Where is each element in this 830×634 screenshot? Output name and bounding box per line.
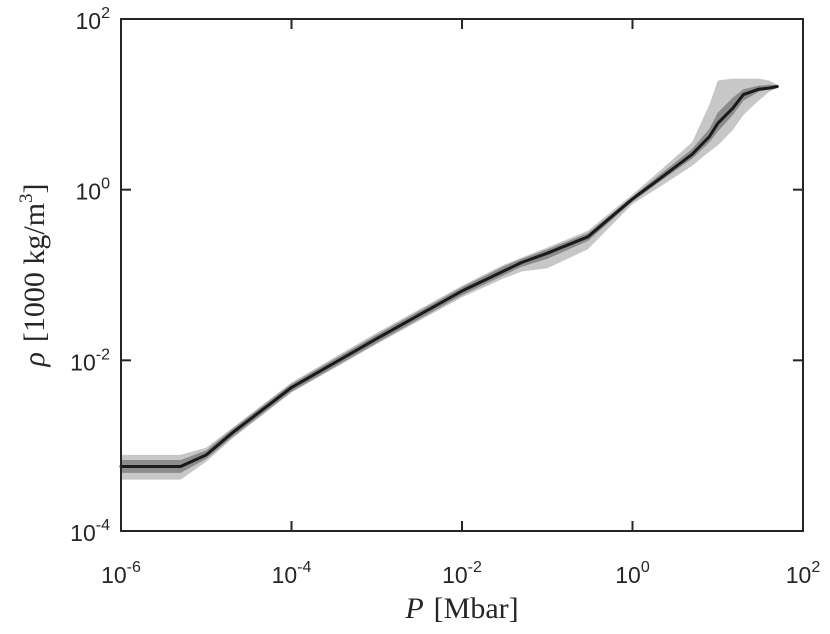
y-axis-label: ρ[1000 kg/m3] [16, 183, 51, 367]
x-tick-label-4: 102 [786, 559, 821, 588]
x-tick-label-2: 10-2 [442, 559, 482, 588]
inner-uncertainty-band [121, 84, 778, 473]
y-tick-label-1: 10-2 [70, 346, 110, 375]
x-tick-label-0: 10-6 [101, 559, 141, 588]
x-tick-label-1: 10-4 [272, 559, 312, 588]
uncertainty-bands [121, 78, 778, 480]
median-line-group [119, 85, 779, 468]
x-tick-label-3: 100 [615, 559, 650, 588]
outer-uncertainty-band [121, 78, 778, 480]
y-tick-label-2: 100 [76, 176, 111, 205]
median-line [119, 85, 779, 468]
y-tick-label-3: 102 [76, 5, 111, 34]
axes-box [120, 18, 804, 532]
y-tick-label-0: 10-4 [70, 517, 110, 546]
x-axis-label: P [Mbar] [404, 592, 518, 625]
axis-ticks [120, 18, 804, 532]
plot-frame [120, 18, 804, 532]
tick-labels: 10-6 10-4 10-2 100 102 10-4 10-2 100 102 [70, 5, 820, 588]
